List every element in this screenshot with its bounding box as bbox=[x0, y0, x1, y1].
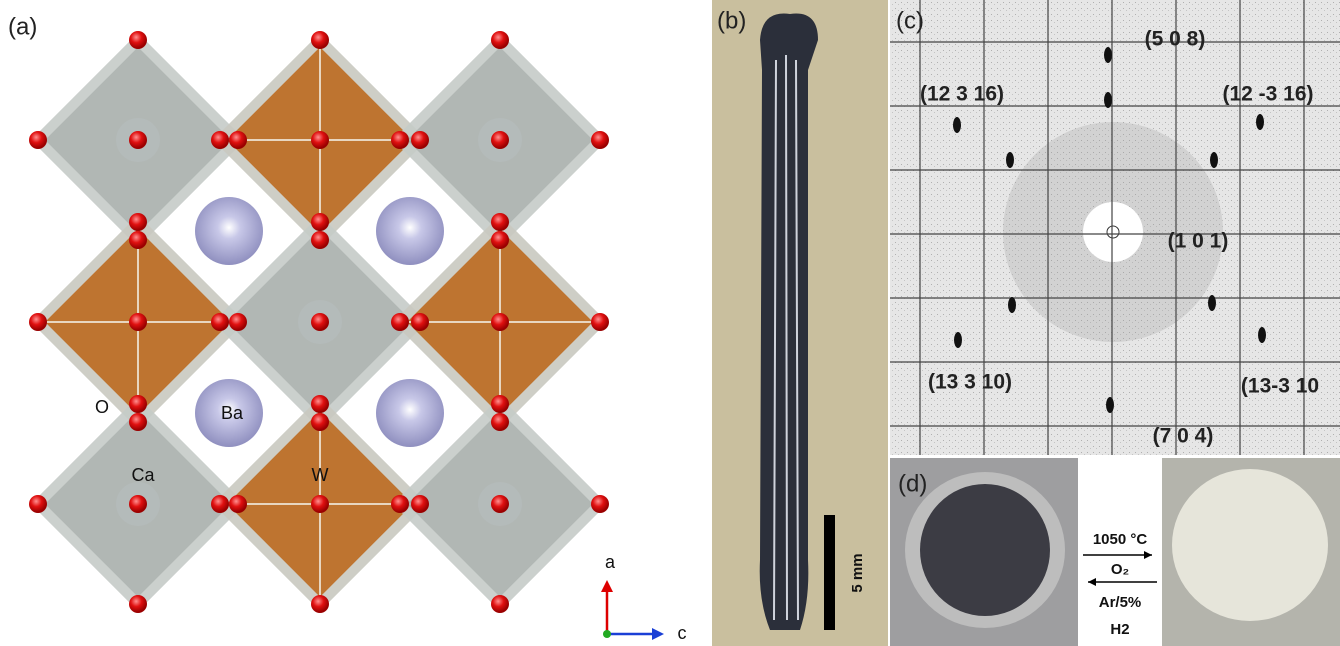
o-atom bbox=[311, 313, 329, 331]
reflection-label: (12 3 16) bbox=[920, 83, 1004, 106]
temperature: 1050 °C bbox=[1093, 531, 1148, 548]
ba-atom bbox=[376, 379, 444, 447]
ba-atom bbox=[376, 197, 444, 265]
o-atom bbox=[29, 131, 47, 149]
o-atom bbox=[229, 131, 247, 149]
panel-label: (a) bbox=[8, 13, 37, 40]
reflection-label: (7 0 4) bbox=[1153, 425, 1214, 448]
arrowhead bbox=[652, 628, 664, 640]
o-atom bbox=[491, 313, 509, 331]
laue-spot bbox=[1210, 152, 1218, 168]
panel-label: (b) bbox=[717, 7, 746, 34]
atom-label: W bbox=[312, 465, 329, 485]
o-atom bbox=[311, 131, 329, 149]
ba-atom bbox=[195, 197, 263, 265]
o-atom bbox=[391, 131, 409, 149]
o-atom bbox=[129, 313, 147, 331]
o-atom bbox=[129, 595, 147, 613]
o-atom bbox=[591, 313, 609, 331]
laue-spot bbox=[1006, 152, 1014, 168]
o-atom bbox=[311, 395, 329, 413]
o-atom bbox=[129, 395, 147, 413]
laue-spot bbox=[1104, 47, 1112, 63]
o-atom bbox=[211, 131, 229, 149]
laue-spot bbox=[954, 332, 962, 348]
o-atom bbox=[129, 495, 147, 513]
panel-label: (d) bbox=[898, 470, 927, 497]
o-atom bbox=[29, 313, 47, 331]
o-atom bbox=[491, 131, 509, 149]
o-atom bbox=[591, 495, 609, 513]
reverse-gas: H2 bbox=[1110, 621, 1129, 638]
laue-spot bbox=[1208, 295, 1216, 311]
axis-label: a bbox=[605, 552, 616, 572]
o-atom bbox=[211, 313, 229, 331]
o-atom bbox=[311, 31, 329, 49]
atom-label: Ca bbox=[131, 465, 155, 485]
o-atom bbox=[491, 413, 509, 431]
beam-stop bbox=[1083, 202, 1143, 262]
o-atom bbox=[129, 31, 147, 49]
o-atom bbox=[29, 495, 47, 513]
arrowhead bbox=[601, 580, 613, 592]
o-atom bbox=[391, 495, 409, 513]
reflection-label: (5 0 8) bbox=[1145, 28, 1206, 51]
laue-spot bbox=[1256, 114, 1264, 130]
o-atom bbox=[411, 131, 429, 149]
panel-a: O Ba Ca Wa c bbox=[29, 31, 687, 643]
forward-gas: O₂ bbox=[1111, 561, 1129, 578]
scale-bar-label: 5 mm bbox=[849, 553, 866, 592]
reverse-gas: Ar/5% bbox=[1099, 594, 1142, 611]
white-pellet bbox=[1172, 469, 1328, 621]
o-atom bbox=[491, 231, 509, 249]
atom-label: O bbox=[95, 397, 109, 417]
o-atom bbox=[491, 495, 509, 513]
o-atom bbox=[311, 413, 329, 431]
reflection-label: (13-3 10 bbox=[1241, 375, 1319, 398]
o-atom bbox=[491, 595, 509, 613]
laue-spot bbox=[1106, 397, 1114, 413]
panel-b: 5 mm (b) bbox=[712, 0, 888, 646]
figure: O Ba Ca Wa c (a) 5 mm (b) (5 0 8) (12 3 16) (1… bbox=[0, 0, 1340, 646]
reflection-label: (12 -3 16) bbox=[1222, 83, 1313, 106]
o-atom bbox=[391, 313, 409, 331]
arrowhead bbox=[1144, 551, 1152, 559]
o-atom bbox=[491, 31, 509, 49]
panel-d: 1050 °C O₂ Ar/5% H2 (d) bbox=[890, 458, 1340, 646]
o-atom bbox=[129, 413, 147, 431]
o-atom bbox=[129, 131, 147, 149]
o-atom bbox=[229, 313, 247, 331]
laue-spot bbox=[1008, 297, 1016, 313]
o-atom bbox=[491, 213, 509, 231]
o-atom bbox=[311, 231, 329, 249]
panel-label: (c) bbox=[896, 7, 924, 34]
o-atom bbox=[129, 213, 147, 231]
axis-label: c bbox=[678, 623, 687, 643]
panel-c: (5 0 8) (12 3 16) (12 -3 16) (1 0 1) (13 3 1… bbox=[890, 0, 1340, 455]
o-atom bbox=[311, 595, 329, 613]
laue-spot bbox=[1258, 327, 1266, 343]
o-atom bbox=[411, 495, 429, 513]
atom-label: Ba bbox=[221, 403, 244, 423]
o-atom bbox=[129, 231, 147, 249]
laue-spot bbox=[953, 117, 961, 133]
o-atom bbox=[591, 131, 609, 149]
reflection-label: (13 3 10) bbox=[928, 371, 1012, 394]
o-atom bbox=[491, 395, 509, 413]
o-atom bbox=[311, 495, 329, 513]
origin bbox=[603, 630, 611, 638]
dark-pellet bbox=[920, 484, 1050, 616]
o-atom bbox=[229, 495, 247, 513]
reflection-label: (1 0 1) bbox=[1168, 230, 1229, 253]
arrowhead bbox=[1088, 578, 1096, 586]
o-atom bbox=[211, 495, 229, 513]
o-atom bbox=[411, 313, 429, 331]
o-atom bbox=[311, 213, 329, 231]
scale-bar bbox=[824, 515, 835, 630]
laue-spot bbox=[1104, 92, 1112, 108]
